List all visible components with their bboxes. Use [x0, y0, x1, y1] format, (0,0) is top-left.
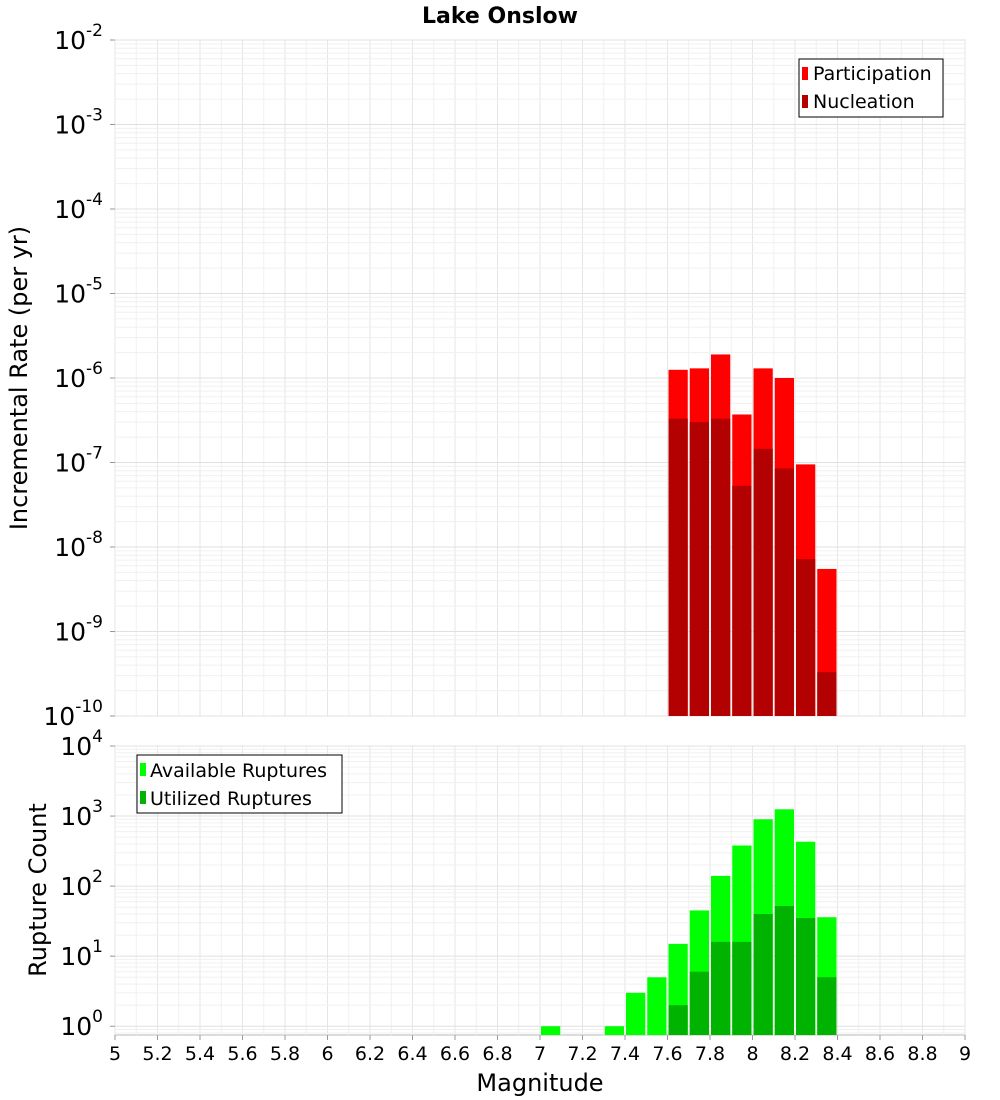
top-y-tick-label: 10-6: [54, 359, 103, 393]
bottom-bar-utilized-ruptures: [711, 941, 731, 1035]
bottom-bar-utilized-ruptures: [796, 918, 816, 1035]
top-y-tick-label: 10-9: [54, 613, 103, 647]
x-axis-label: Magnitude: [476, 1069, 603, 1097]
bottom-legend: Available Ruptures Utilized Ruptures: [136, 754, 343, 814]
bottom-bar-available-ruptures: [626, 992, 646, 1035]
x-tick-label: 8.2: [780, 1043, 810, 1065]
x-tick-label: 6.2: [355, 1043, 385, 1065]
x-tick-label: 7.8: [695, 1043, 725, 1065]
legend-swatch-available: [140, 763, 146, 776]
top-bar-nucleation: [732, 485, 752, 716]
x-tick-label: 9: [959, 1043, 971, 1065]
bottom-y-tick-label: 103: [60, 797, 103, 831]
top-legend-box: [798, 58, 944, 118]
top-y-tick-label: 10-10: [43, 697, 103, 731]
legend-label-utilized: Utilized Ruptures: [150, 788, 312, 810]
top-y-tick-label: 10-4: [54, 190, 103, 224]
x-tick-label: 8.4: [822, 1043, 852, 1065]
top-y-axis-label: Incremental Rate (per yr): [5, 226, 33, 530]
bottom-y-axis-label: Rupture Count: [24, 803, 52, 977]
bottom-bar-utilized-ruptures: [689, 971, 709, 1035]
x-tick-label: 8.8: [907, 1043, 937, 1065]
top-legend: Participation Nucleation: [798, 58, 944, 118]
x-tick-label: 8.6: [865, 1043, 895, 1065]
top-y-tick-label: 10-7: [54, 444, 103, 478]
legend-label-participation: Participation: [813, 63, 932, 85]
top-bar-nucleation: [711, 418, 731, 716]
bottom-y-tick-label: 102: [60, 867, 103, 901]
x-tick-label: 6: [321, 1043, 333, 1065]
legend-swatch-utilized: [140, 791, 146, 804]
x-tick-label: 5: [109, 1043, 121, 1065]
x-tick-label: 6.6: [440, 1043, 470, 1065]
top-bar-nucleation: [774, 468, 794, 716]
x-tick-label: 7.6: [652, 1043, 682, 1065]
chart-title: Lake Onslow: [422, 4, 578, 29]
top-bar-nucleation: [817, 672, 837, 716]
bottom-bar-utilized-ruptures: [774, 906, 794, 1035]
top-bar-nucleation: [689, 422, 709, 716]
top-bar-nucleation: [668, 418, 688, 716]
x-tick-label: 5.6: [227, 1043, 257, 1065]
x-tick-label: 6.4: [397, 1043, 427, 1065]
top-y-tick-label: 10-2: [54, 21, 103, 55]
x-tick-label: 7.4: [610, 1043, 640, 1065]
legend-swatch-participation: [802, 67, 808, 80]
legend-label-nucleation: Nucleation: [813, 91, 915, 113]
x-tick-label: 7: [534, 1043, 546, 1065]
bottom-y-tick-label: 100: [60, 1007, 103, 1041]
top-bars: [668, 354, 837, 716]
bottom-y-tick-label: 101: [60, 937, 103, 971]
bottom-bar-available-ruptures: [604, 1026, 624, 1035]
x-tick-label: 7.2: [567, 1043, 597, 1065]
bottom-bars: [541, 809, 837, 1035]
bottom-bar-utilized-ruptures: [817, 977, 837, 1035]
bottom-y-ticks: 100 101 102 103 104: [60, 727, 115, 1041]
x-tick-label: 6.8: [482, 1043, 512, 1065]
x-tick-label: 8: [746, 1043, 758, 1065]
legend-label-available: Available Ruptures: [150, 760, 327, 782]
x-tick-label: 5.2: [142, 1043, 172, 1065]
bottom-y-tick-label: 104: [60, 727, 103, 761]
top-y-tick-label: 10-5: [54, 275, 103, 309]
bottom-bar-available-ruptures: [647, 977, 667, 1035]
top-y-ticks: 10-10 10-9 10-8 10-7 10-6 10-5 10-4 10-3 10-2: [43, 21, 115, 731]
legend-swatch-nucleation: [802, 95, 808, 108]
top-y-tick-label: 10-8: [54, 528, 103, 562]
bottom-bar-utilized-ruptures: [732, 941, 752, 1035]
top-y-tick-label: 10-3: [54, 106, 103, 140]
bottom-legend-box: [136, 754, 343, 814]
bottom-bar-available-ruptures: [541, 1026, 561, 1035]
top-bar-nucleation: [753, 448, 773, 716]
x-tick-label: 5.8: [270, 1043, 300, 1065]
x-ticks: 5 5.2 5.4 5.6 5.8 6 6.2 6.4 6.6 6.8 7 7.2 7.4 7.6 7.8 8…: [109, 1035, 971, 1065]
bottom-bar-utilized-ruptures: [753, 914, 773, 1035]
bottom-bar-utilized-ruptures: [668, 1005, 688, 1035]
x-tick-label: 5.4: [185, 1043, 215, 1065]
top-bar-nucleation: [796, 559, 816, 716]
top-gridlines: [114, 39, 966, 717]
